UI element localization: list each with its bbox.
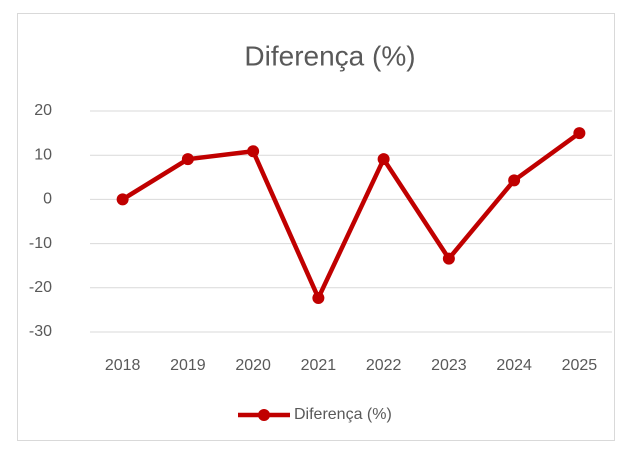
y-tick-label: -10	[29, 235, 52, 252]
y-tick-label: 0	[43, 191, 52, 208]
point-marker	[442, 252, 455, 265]
x-tick-label: 2025	[562, 357, 598, 374]
x-tick-label: 2023	[431, 357, 467, 374]
legend-label: Diferença (%)	[294, 406, 392, 423]
x-tick-label: 2022	[366, 357, 402, 374]
series-line	[121, 131, 581, 301]
x-tick-label: 2019	[170, 357, 206, 374]
point-marker	[181, 153, 194, 166]
x-tick-label: 2024	[496, 357, 532, 374]
y-tick-label: 20	[34, 102, 52, 119]
chart-title: Diferença (%)	[244, 40, 415, 71]
x-tick-label: 2020	[235, 357, 271, 374]
point-marker	[247, 145, 260, 158]
point-marker	[377, 153, 390, 166]
legend-marker	[258, 409, 270, 421]
x-tick-label: 2018	[105, 357, 141, 374]
point-marker	[573, 127, 586, 140]
chart-border	[17, 13, 615, 441]
y-tick-label: -20	[29, 279, 52, 296]
point-marker	[508, 174, 521, 187]
y-tick-label: 10	[34, 146, 52, 163]
y-tick-label: -30	[29, 323, 52, 340]
x-tick-label: 2021	[301, 357, 337, 374]
point-marker	[312, 291, 325, 304]
point-marker	[116, 193, 129, 206]
